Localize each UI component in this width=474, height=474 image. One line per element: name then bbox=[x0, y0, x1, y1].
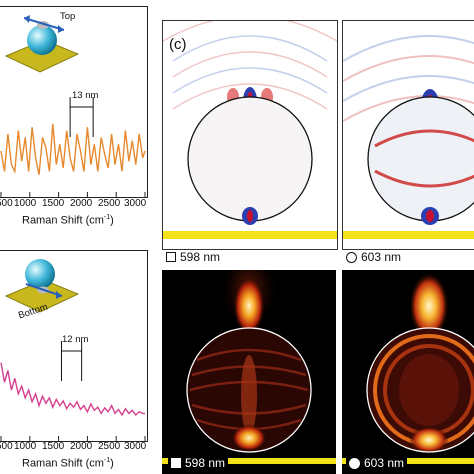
bottom-xtick: 1500 bbox=[42, 441, 65, 452]
arrow-head-icon bbox=[58, 25, 64, 33]
bottom-xtick: 1000 bbox=[14, 441, 37, 452]
sphere-outline bbox=[187, 96, 313, 222]
arrow-tail-icon bbox=[24, 15, 30, 23]
intensity-map-bottom-right: 603 nm bbox=[342, 270, 474, 474]
intensity-map-bottom-left: 598 nm bbox=[162, 270, 336, 474]
panel-label: (c) bbox=[169, 36, 187, 53]
caption-bottom-left: 598 nm bbox=[168, 456, 229, 470]
nanosphere bbox=[25, 259, 55, 289]
sphere-outline bbox=[367, 96, 474, 222]
caption-bottom-right: 603 nm bbox=[346, 456, 408, 470]
filled-circle-marker-icon bbox=[349, 457, 360, 469]
circle-marker-icon bbox=[346, 251, 357, 263]
hotspot-top bbox=[409, 272, 449, 340]
top-xtick: 2000 bbox=[70, 198, 93, 209]
bottom-xtick: 2500 bbox=[98, 441, 121, 452]
bottom-x-axis-label: Raman Shift (cm-1) bbox=[22, 457, 114, 470]
square-marker-icon bbox=[166, 252, 176, 262]
nanosphere bbox=[27, 25, 57, 55]
top-xtick: 1500 bbox=[42, 198, 65, 209]
top-inset-label: Top bbox=[60, 11, 76, 22]
top-x-axis-label: Raman Shift (cm-1) bbox=[22, 214, 114, 227]
field-map-svg bbox=[343, 35, 474, 239]
hotspot-bottom bbox=[231, 424, 267, 452]
intensity-map-svg bbox=[342, 272, 474, 464]
top-xtick: 500 bbox=[0, 198, 13, 209]
filled-square-marker-icon bbox=[171, 458, 181, 468]
top-spectrum-svg bbox=[0, 97, 146, 197]
top-inset-schematic bbox=[4, 15, 80, 73]
substrate-bar bbox=[162, 458, 336, 464]
bottom-inset-schematic bbox=[4, 259, 80, 313]
hotspot-top bbox=[233, 276, 265, 336]
substrate-bar bbox=[163, 231, 337, 239]
arrow-head-icon bbox=[56, 291, 62, 299]
caption-top-right: 603 nm bbox=[346, 250, 401, 264]
bottom-spectrum-plot bbox=[0, 250, 148, 442]
bottom-xtick: 2000 bbox=[70, 441, 93, 452]
bottom-gap-label: 12 nm bbox=[62, 334, 89, 345]
sphere-outline bbox=[366, 327, 474, 453]
hotspot-bottom bbox=[409, 426, 449, 454]
top-spectrum-plot bbox=[0, 6, 148, 198]
top-xtick: 3000 bbox=[124, 198, 147, 209]
bottom-xtick: 500 bbox=[0, 441, 13, 452]
field-map-top-left: (c) bbox=[162, 20, 338, 250]
field-hotspot bbox=[247, 210, 253, 222]
spectrum-line bbox=[0, 123, 146, 175]
substrate-bar bbox=[342, 458, 474, 464]
caption-top-left: 598 nm bbox=[166, 250, 220, 264]
sphere-outline bbox=[186, 327, 312, 453]
bottom-spectrum-svg bbox=[0, 341, 146, 441]
field-map-top-right bbox=[342, 20, 474, 250]
sphere-core bbox=[399, 354, 459, 426]
central-band bbox=[241, 355, 257, 435]
substrate-bar bbox=[343, 231, 474, 239]
spectrum-line bbox=[0, 362, 145, 417]
field-band bbox=[374, 129, 474, 148]
top-xtick: 2500 bbox=[98, 198, 121, 209]
top-xtick: 1000 bbox=[14, 198, 37, 209]
bottom-xtick: 3000 bbox=[124, 441, 147, 452]
field-map-svg: (c) bbox=[163, 21, 337, 239]
intensity-map-svg bbox=[162, 270, 336, 464]
top-gap-label: 13 nm bbox=[72, 90, 99, 101]
polarization-arrow bbox=[23, 17, 65, 31]
field-band bbox=[374, 169, 474, 188]
field-hotspot bbox=[426, 210, 434, 222]
